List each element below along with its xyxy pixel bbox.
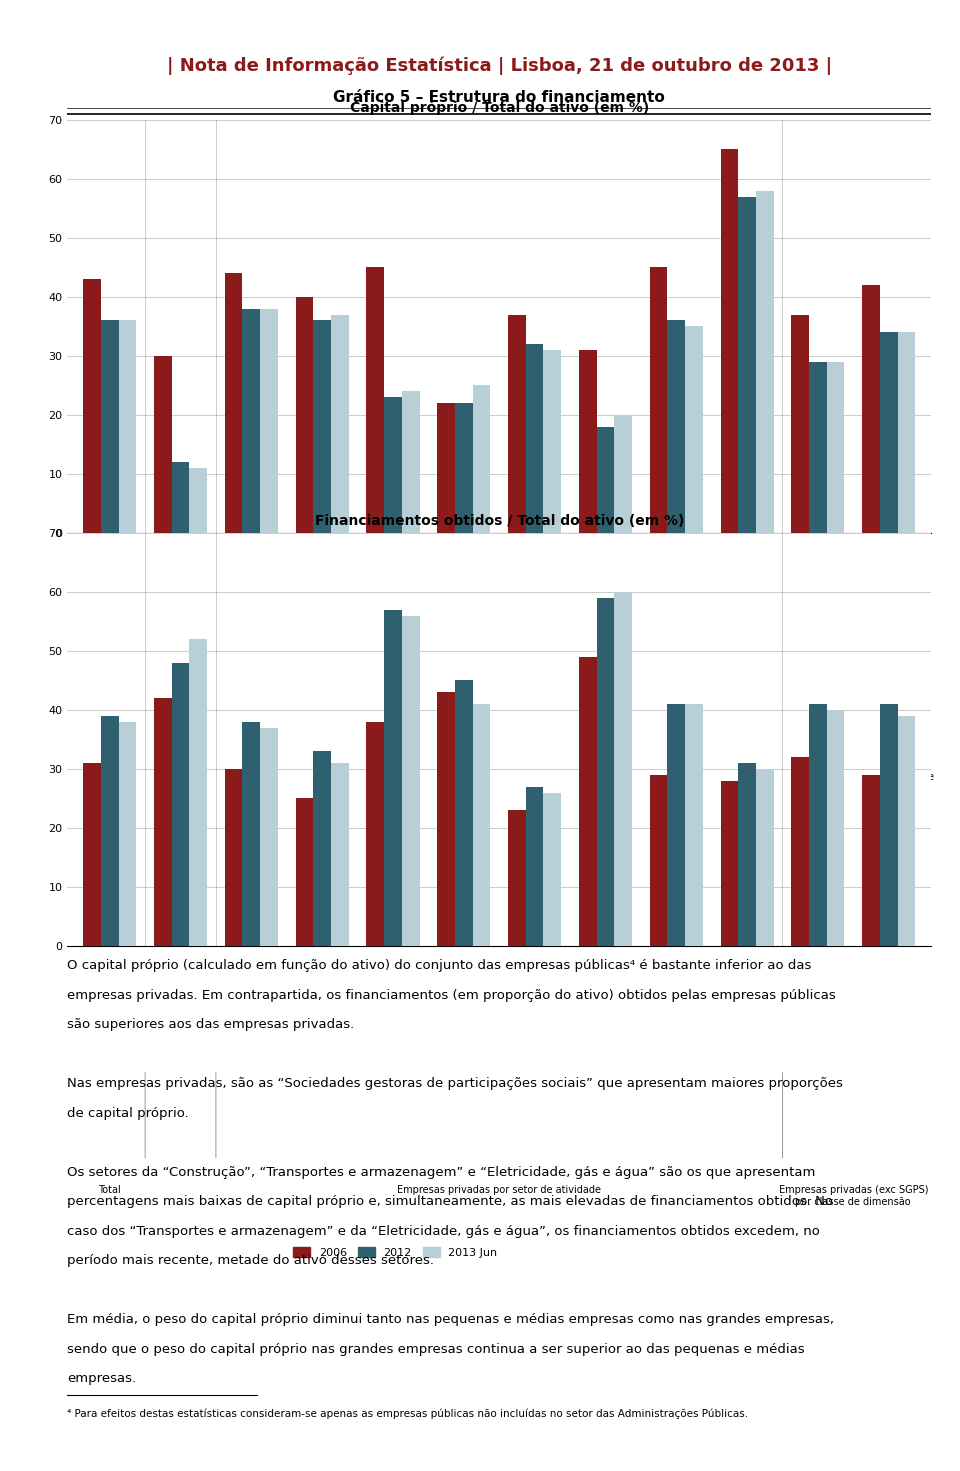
Bar [455, 681, 472, 946]
Bar [596, 597, 614, 946]
Text: Gráfico 5 – Estrutura do financiamento: Gráfico 5 – Estrutura do financiamento [333, 90, 665, 104]
Bar [880, 705, 898, 946]
Text: Os setores da “Construção”, “Transportes e armazenagem” e “Eletricidade, gás e á: Os setores da “Construção”, “Transportes… [67, 1167, 816, 1178]
Bar [260, 728, 277, 946]
Bar [384, 397, 402, 533]
Bar [225, 274, 243, 533]
Bar [154, 699, 172, 946]
Bar [118, 722, 136, 946]
Text: são superiores aos das empresas privadas.: são superiores aos das empresas privadas… [67, 1018, 354, 1031]
Bar [313, 321, 331, 533]
Bar [756, 769, 774, 946]
Bar [667, 705, 685, 946]
Bar [331, 315, 348, 533]
Bar [243, 722, 260, 946]
Bar [367, 268, 384, 533]
Bar [402, 391, 420, 533]
Bar [508, 811, 526, 946]
Bar [402, 615, 420, 946]
Text: Total: Total [98, 772, 121, 783]
Bar [101, 716, 118, 946]
Bar [384, 609, 402, 946]
Bar [526, 787, 543, 946]
Bar [721, 781, 738, 946]
Text: | Nota de Informação Estatística | Lisboa, 21 de outubro de 2013 |: | Nota de Informação Estatística | Lisbo… [167, 56, 831, 75]
Bar [84, 763, 101, 946]
Bar [756, 191, 774, 533]
Text: Empresas privadas por classe de
dimensão  (exc SGPS): Empresas privadas por classe de dimensão… [773, 772, 934, 794]
Bar [650, 775, 667, 946]
Text: ⁴ Para efeitos destas estatísticas consideram-se apenas as empresas públicas não: ⁴ Para efeitos destas estatísticas consi… [67, 1409, 749, 1420]
Bar [579, 350, 596, 533]
Bar [738, 197, 756, 533]
Bar [738, 763, 756, 946]
Bar [101, 321, 118, 533]
Bar [791, 758, 809, 946]
Text: percentagens mais baixas de capital próprio e, simultaneamente, as mais elevadas: percentagens mais baixas de capital próp… [67, 1196, 833, 1208]
Bar [260, 309, 277, 533]
Legend: 2006, 2012, 2013 Jun: 2006, 2012, 2013 Jun [289, 1243, 502, 1262]
Bar [313, 752, 331, 946]
Bar [172, 462, 189, 533]
Text: Empresas privadas (exc SGPS)
por classe de dimensão: Empresas privadas (exc SGPS) por classe … [779, 1186, 928, 1208]
Bar [172, 663, 189, 946]
Bar [296, 799, 313, 946]
Bar [791, 315, 809, 533]
Text: período mais recente, metade do ativo desses setores.: período mais recente, metade do ativo de… [67, 1255, 434, 1268]
Text: Empresas privadas por setor de atividade: Empresas privadas por setor de atividade [397, 1186, 601, 1196]
Bar [543, 350, 562, 533]
Text: sendo que o peso do capital próprio nas grandes empresas continua a ser superior: sendo que o peso do capital próprio nas … [67, 1343, 804, 1356]
Bar [721, 150, 738, 533]
Bar [685, 705, 703, 946]
Bar [667, 321, 685, 533]
Bar [650, 268, 667, 533]
Bar [455, 403, 472, 533]
Bar [84, 279, 101, 533]
Bar [331, 763, 348, 946]
Bar [614, 415, 632, 533]
Bar [596, 427, 614, 533]
Bar [472, 705, 491, 946]
Bar [614, 591, 632, 946]
Bar [685, 327, 703, 533]
Bar [526, 344, 543, 533]
Bar [809, 362, 827, 533]
Bar [472, 385, 491, 533]
Bar [189, 638, 207, 946]
Bar [508, 315, 526, 533]
Bar [154, 356, 172, 533]
Bar [118, 321, 136, 533]
Text: Em média, o peso do capital próprio diminui tanto nas pequenas e médias empresas: Em média, o peso do capital próprio dimi… [67, 1314, 834, 1327]
Bar [437, 403, 455, 533]
Bar [543, 793, 562, 946]
Bar [367, 722, 384, 946]
Bar [189, 468, 207, 533]
Bar [862, 285, 880, 533]
Bar [243, 309, 260, 533]
Text: Empresas privadas por setor de atividade: Empresas privadas por setor de atividade [397, 772, 601, 783]
Text: empresas.: empresas. [67, 1372, 136, 1386]
Title: Capital próprio / Total do ativo (em %): Capital próprio / Total do ativo (em %) [349, 100, 649, 115]
Text: caso dos “Transportes e armazenagem” e da “Eletricidade, gás e água”, os financi: caso dos “Transportes e armazenagem” e d… [67, 1225, 820, 1237]
Bar [225, 769, 243, 946]
Text: Total: Total [98, 1186, 121, 1196]
Bar [296, 297, 313, 533]
Title: Financiamentos obtidos / Total do ativo (em %): Financiamentos obtidos / Total do ativo … [315, 513, 684, 528]
Bar [827, 710, 845, 946]
Bar [898, 716, 915, 946]
Text: de capital próprio.: de capital próprio. [67, 1106, 189, 1119]
Text: empresas privadas. Em contrapartida, os financiamentos (em proporção do ativo) o: empresas privadas. Em contrapartida, os … [67, 989, 836, 1002]
Bar [827, 362, 845, 533]
Bar [579, 658, 596, 946]
Text: Nas empresas privadas, são as “Sociedades gestoras de participações sociais” que: Nas empresas privadas, são as “Sociedade… [67, 1077, 843, 1090]
Bar [898, 332, 915, 533]
Bar [862, 775, 880, 946]
Text: O capital próprio (calculado em função do ativo) do conjunto das empresas públic: O capital próprio (calculado em função d… [67, 959, 811, 972]
Bar [809, 705, 827, 946]
Bar [437, 693, 455, 946]
Legend: 2006, 2012, 2013 Jun: 2006, 2012, 2013 Jun [289, 838, 502, 858]
Bar [880, 332, 898, 533]
